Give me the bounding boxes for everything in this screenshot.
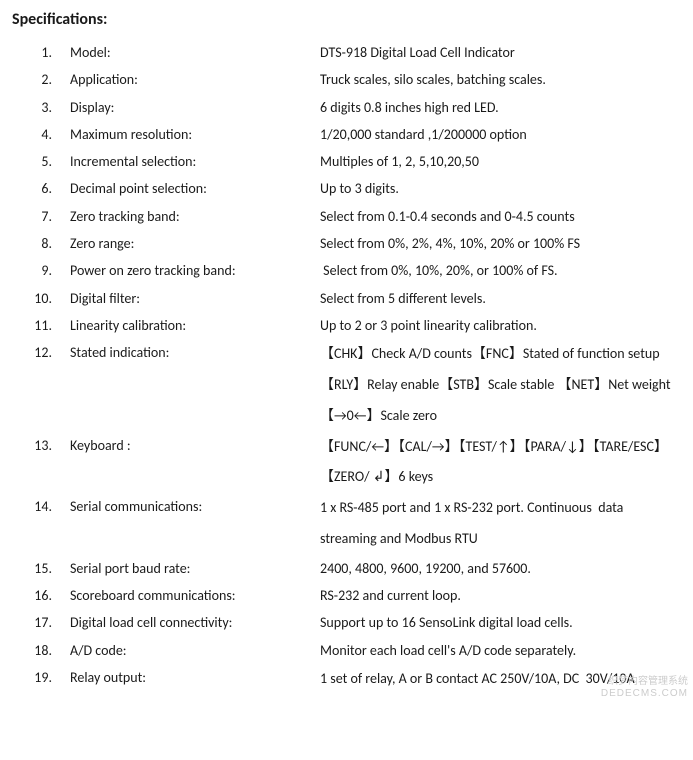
spec-row: 6. Decimal point selection: Up to 3 digi… bbox=[10, 175, 685, 202]
spec-row: 2. Application: Truck scales, silo scale… bbox=[10, 66, 685, 93]
spec-number: 1. bbox=[10, 39, 70, 66]
spec-row: 3. Display: 6 digits 0.8 inches high red… bbox=[10, 94, 685, 121]
spec-row: 16. Scoreboard communications: RS-232 an… bbox=[10, 582, 685, 609]
spec-row: 19. Relay output: 1 set of relay, A or B… bbox=[10, 664, 685, 695]
spec-value: 1/20,000 standard ,1/200000 option bbox=[320, 121, 685, 148]
spec-value: Up to 2 or 3 point linearity calibration… bbox=[320, 312, 685, 339]
watermark: 织梦内容管理系统 DEDECMS.COM bbox=[601, 676, 688, 700]
spec-value: Truck scales, silo scales, batching scal… bbox=[320, 66, 685, 93]
spec-label: Maximum resolution: bbox=[70, 121, 320, 148]
spec-row: 8. Zero range: Select from 0%, 2%, 4%, 1… bbox=[10, 230, 685, 257]
watermark-line2: DEDECMS.COM bbox=[601, 688, 688, 700]
spec-label: Keyboard : bbox=[70, 432, 320, 459]
spec-value: Select from 0.1-0.4 seconds and 0-4.5 co… bbox=[320, 203, 685, 230]
spec-value: DTS-918 Digital Load Cell Indicator bbox=[320, 39, 685, 66]
spec-number: 10. bbox=[10, 285, 70, 312]
spec-label: Linearity calibration: bbox=[70, 312, 320, 339]
spec-number: 3. bbox=[10, 94, 70, 121]
spec-value: 【FUNC/←】【CAL/→】【TEST/↑】【PARA/↓】【TARE/ESC… bbox=[320, 432, 685, 494]
spec-row: 13. Keyboard : 【FUNC/←】【CAL/→】【TEST/↑】【P… bbox=[10, 432, 685, 494]
spec-number: 6. bbox=[10, 175, 70, 202]
spec-label: Zero tracking band: bbox=[70, 203, 320, 230]
spec-value: Up to 3 digits. bbox=[320, 175, 685, 202]
spec-label: Display: bbox=[70, 94, 320, 121]
spec-value: Multiples of 1, 2, 5,10,20,50 bbox=[320, 148, 685, 175]
spec-label: Digital filter: bbox=[70, 285, 320, 312]
spec-label: Relay output: bbox=[70, 664, 320, 691]
spec-number: 16. bbox=[10, 582, 70, 609]
spec-number: 19. bbox=[10, 664, 70, 691]
spec-number: 12. bbox=[10, 339, 70, 366]
spec-row: 9. Power on zero tracking band: Select f… bbox=[10, 257, 685, 284]
spec-label: Serial communications: bbox=[70, 493, 320, 520]
spec-value: 6 digits 0.8 inches high red LED. bbox=[320, 94, 685, 121]
spec-row: 7. Zero tracking band: Select from 0.1-0… bbox=[10, 203, 685, 230]
spec-number: 18. bbox=[10, 637, 70, 664]
spec-label: Power on zero tracking band: bbox=[70, 257, 320, 284]
spec-row: 14. Serial communications: 1 x RS-485 po… bbox=[10, 493, 685, 555]
spec-label: Stated indication: bbox=[70, 339, 320, 366]
spec-value: RS-232 and current loop. bbox=[320, 582, 685, 609]
spec-list: 1. Model: DTS-918 Digital Load Cell Indi… bbox=[10, 39, 685, 695]
spec-row: 18. A/D code: Monitor each load cell's A… bbox=[10, 637, 685, 664]
spec-number: 14. bbox=[10, 493, 70, 520]
spec-label: Scoreboard communications: bbox=[70, 582, 320, 609]
spec-value: Select from 0%, 10%, 20%, or 100% of FS. bbox=[320, 257, 685, 284]
spec-label: Serial port baud rate: bbox=[70, 555, 320, 582]
spec-number: 4. bbox=[10, 121, 70, 148]
spec-label: Model: bbox=[70, 39, 320, 66]
section-title: Specifications: bbox=[10, 10, 685, 29]
spec-number: 9. bbox=[10, 257, 70, 284]
spec-number: 11. bbox=[10, 312, 70, 339]
spec-number: 13. bbox=[10, 432, 70, 459]
watermark-line1: 织梦内容管理系统 bbox=[601, 676, 688, 688]
spec-value: Select from 5 different levels. bbox=[320, 285, 685, 312]
spec-row: 10. Digital filter: Select from 5 differ… bbox=[10, 285, 685, 312]
spec-label: Application: bbox=[70, 66, 320, 93]
spec-number: 7. bbox=[10, 203, 70, 230]
spec-value: Support up to 16 SensoLink digital load … bbox=[320, 609, 685, 636]
spec-row: 17. Digital load cell connectivity: Supp… bbox=[10, 609, 685, 636]
spec-row: 11. Linearity calibration: Up to 2 or 3 … bbox=[10, 312, 685, 339]
spec-value: Select from 0%, 2%, 4%, 10%, 20% or 100%… bbox=[320, 230, 685, 257]
spec-number: 2. bbox=[10, 66, 70, 93]
spec-row: 5. Incremental selection: Multiples of 1… bbox=[10, 148, 685, 175]
spec-number: 5. bbox=[10, 148, 70, 175]
spec-row: 12. Stated indication: 【CHK】Check A/D co… bbox=[10, 339, 685, 431]
spec-row: 15. Serial port baud rate: 2400, 4800, 9… bbox=[10, 555, 685, 582]
spec-number: 17. bbox=[10, 609, 70, 636]
spec-number: 15. bbox=[10, 555, 70, 582]
spec-label: Incremental selection: bbox=[70, 148, 320, 175]
spec-label: A/D code: bbox=[70, 637, 320, 664]
spec-number: 8. bbox=[10, 230, 70, 257]
spec-label: Digital load cell connectivity: bbox=[70, 609, 320, 636]
spec-value: 1 x RS-485 port and 1 x RS-232 port. Con… bbox=[320, 493, 685, 555]
spec-label: Zero range: bbox=[70, 230, 320, 257]
spec-value: 2400, 4800, 9600, 19200, and 57600. bbox=[320, 555, 685, 582]
spec-row: 1. Model: DTS-918 Digital Load Cell Indi… bbox=[10, 39, 685, 66]
spec-value: 【CHK】Check A/D counts【FNC】Stated of func… bbox=[320, 339, 685, 431]
spec-label: Decimal point selection: bbox=[70, 175, 320, 202]
spec-value: Monitor each load cell's A/D code separa… bbox=[320, 637, 685, 664]
spec-row: 4. Maximum resolution: 1/20,000 standard… bbox=[10, 121, 685, 148]
